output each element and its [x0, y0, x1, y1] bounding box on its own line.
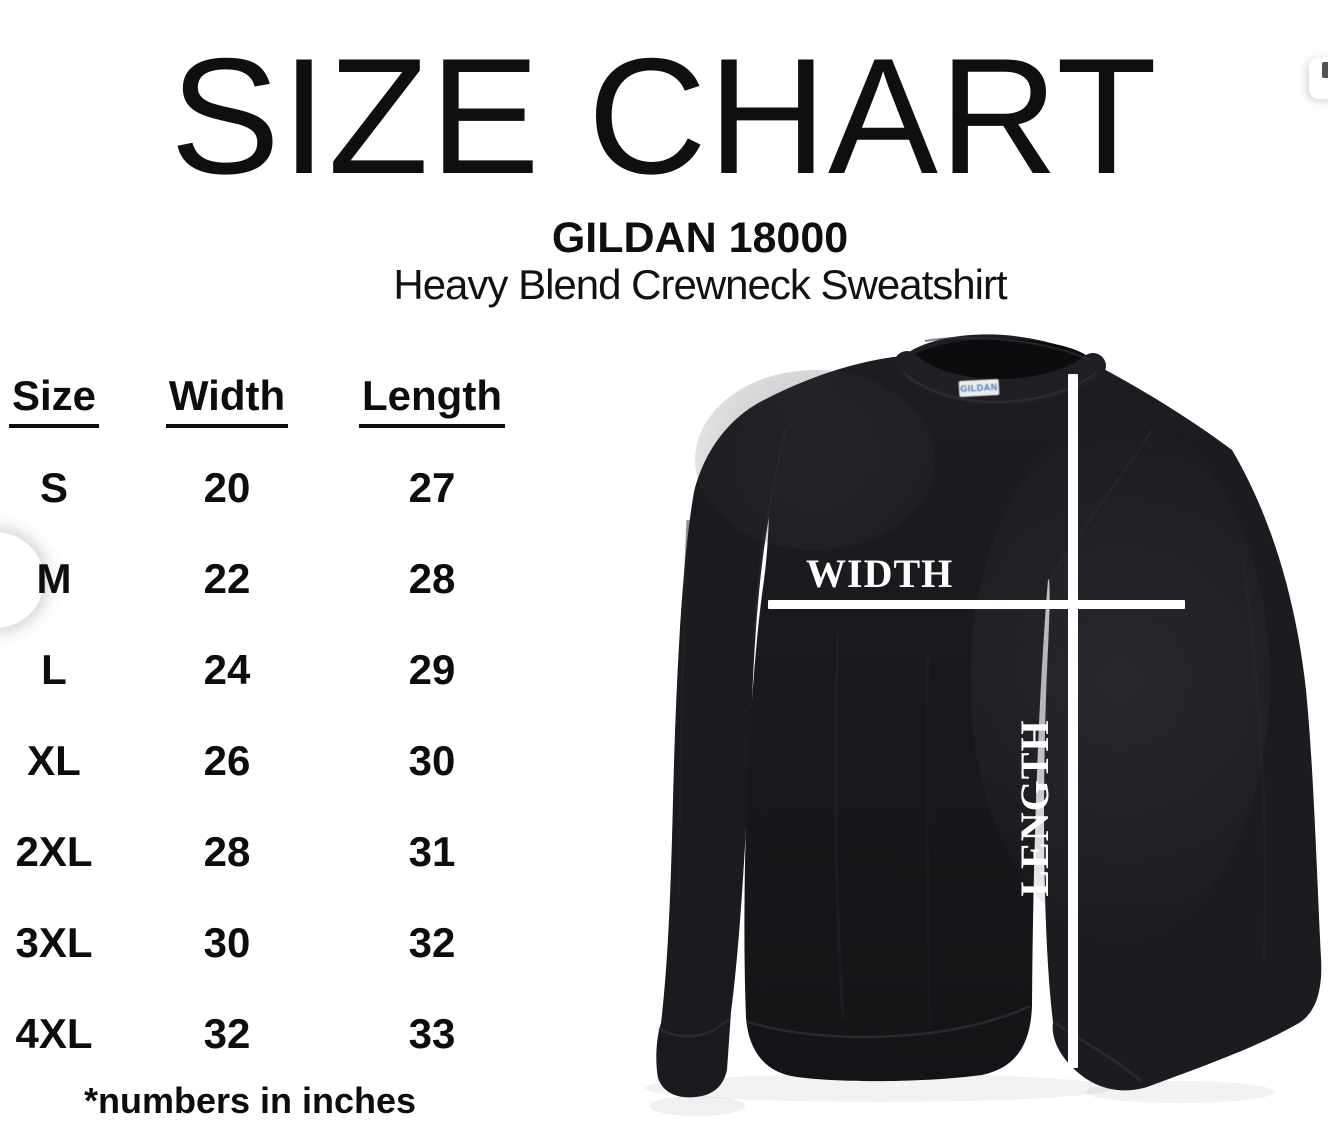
table-row: 2XL 28 31: [0, 806, 518, 897]
page-title: SIZE CHART: [170, 24, 1158, 208]
column-header-width: Width: [165, 372, 289, 428]
length-value: 33: [408, 1009, 456, 1057]
size-value: 2XL: [15, 827, 93, 875]
table-row: L 24 29: [0, 624, 518, 715]
length-value: 28: [408, 554, 456, 602]
magnifier-icon: [1322, 62, 1328, 78]
width-value: 24: [203, 645, 251, 693]
product-code: GILDAN 18000: [551, 214, 849, 262]
size-value: S: [39, 463, 68, 511]
product-photo: GILDAN WIDTH LENGTH: [618, 322, 1328, 1138]
width-measure-line: [768, 600, 1185, 609]
length-value: 31: [408, 827, 456, 875]
width-value: 28: [203, 827, 251, 875]
product-name: Heavy Blend Crewneck Sweatshirt: [393, 261, 1007, 308]
width-value: 32: [203, 1009, 251, 1057]
length-value: 27: [408, 463, 456, 511]
width-value: 20: [203, 463, 251, 511]
collar-brand-tag: GILDAN: [958, 378, 1000, 398]
size-value: 3XL: [15, 918, 93, 966]
size-table: Size Width Length S 20 27 M 22 28 L 24 2…: [0, 358, 518, 1079]
size-value: L: [41, 645, 67, 693]
table-row: S 20 27: [0, 442, 518, 533]
zoom-button-partial[interactable]: [1309, 57, 1328, 99]
column-header-size: Size: [8, 372, 100, 428]
length-value: 32: [408, 918, 456, 966]
width-label: WIDTH: [806, 551, 954, 596]
size-value: XL: [27, 736, 81, 784]
table-row: 4XL 32 33: [0, 988, 518, 1079]
column-header-length: Length: [359, 372, 505, 428]
units-footnote: *numbers in inches: [83, 1080, 417, 1121]
length-label: LENGTH: [1012, 719, 1057, 897]
table-row: XL 26 30: [0, 715, 518, 806]
width-value: 30: [203, 918, 251, 966]
width-value: 22: [203, 554, 251, 602]
table-header-row: Size Width Length: [0, 358, 518, 442]
length-measure-line: [1068, 374, 1078, 1068]
table-row: 3XL 30 32: [0, 897, 518, 988]
size-value: M: [36, 554, 72, 602]
length-value: 30: [408, 736, 456, 784]
sweatshirt-illustration: [645, 334, 1322, 1116]
size-value: 4XL: [15, 1009, 93, 1057]
table-row: M 22 28: [0, 533, 518, 624]
width-value: 26: [203, 736, 251, 784]
length-value: 29: [408, 645, 456, 693]
